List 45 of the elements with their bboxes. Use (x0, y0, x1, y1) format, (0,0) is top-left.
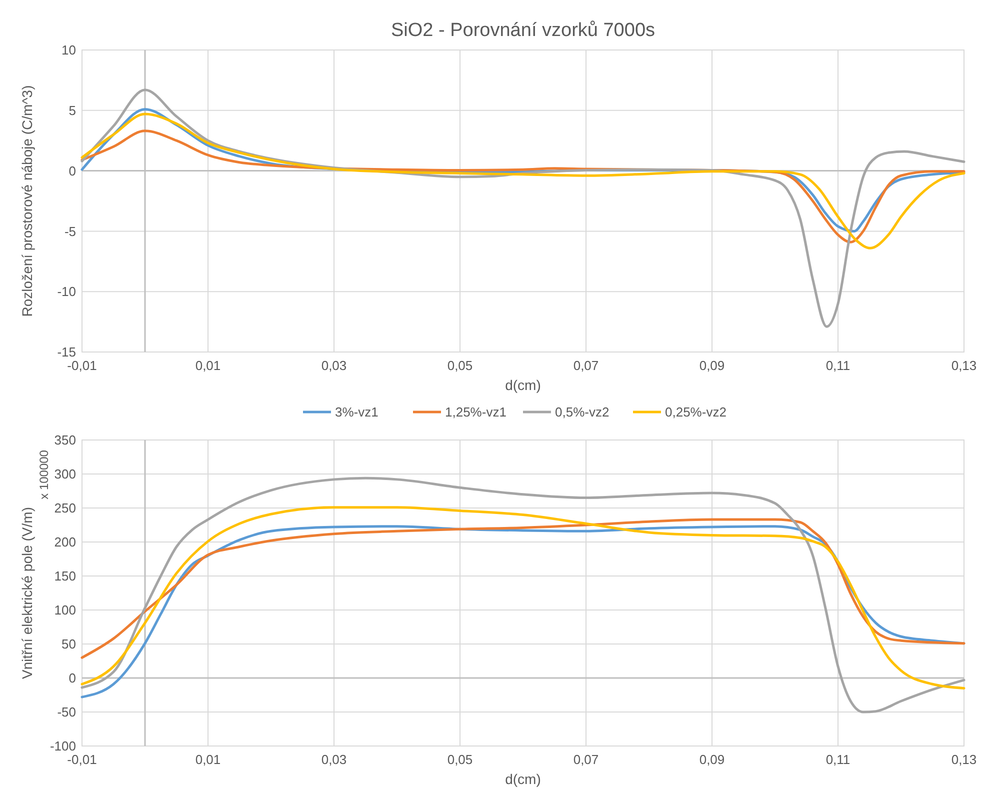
y-tick-label: 350 (54, 432, 76, 448)
y-tick-label: -5 (64, 224, 76, 239)
y-tick-label: 0 (68, 670, 76, 686)
x-tick-label: 0,09 (699, 752, 725, 767)
y-tick-label: 50 (62, 636, 76, 652)
y-tick-label: 5 (68, 102, 76, 118)
x-tick-label: 0,01 (195, 752, 221, 767)
x-tick-label: 0,07 (573, 752, 599, 767)
x-tick-label: 0,03 (321, 752, 347, 767)
text: x 100000 (37, 450, 51, 500)
x-tick-label: 0,01 (195, 358, 221, 373)
line-series (80, 112, 966, 250)
y-axis-title: Vnitřní elektrické pole (V/m) (19, 507, 35, 679)
x-tick-label: 0,07 (573, 358, 599, 373)
x-tick-label: 0,03 (321, 358, 347, 373)
y-tick-label: 300 (54, 466, 76, 482)
y-tick-label: -50 (57, 704, 76, 720)
x-tick-label: 0,05 (447, 752, 473, 767)
legend-label: 0,25%-vz2 (665, 404, 726, 420)
line-series (80, 476, 966, 714)
x-tick-label: 0,13 (951, 752, 977, 767)
y-tick-label: 100 (54, 602, 76, 618)
y-tick-label: 200 (54, 534, 76, 550)
y-axis-title: Rozložení prostorové náboje (C/m^3) (19, 85, 35, 317)
y-tick-label: -15 (57, 344, 76, 360)
x-tick-label: -0,01 (67, 358, 97, 373)
x-tick-label: -0,01 (67, 752, 97, 767)
line-series (80, 518, 966, 659)
y-tick-label: -10 (57, 284, 76, 300)
x-tick-label: 0,11 (826, 358, 850, 373)
x-axis-title: d(cm) (505, 771, 541, 787)
x-tick-label: 0,05 (447, 358, 473, 373)
x-tick-label: 0,13 (951, 358, 977, 373)
legend-label: 3%-vz1 (335, 404, 378, 420)
y-tick-label: 250 (54, 500, 76, 516)
x-tick-label: 0,11 (826, 752, 850, 767)
y-tick-label: 150 (54, 568, 76, 584)
legend-label: 0,5%-vz2 (555, 404, 610, 420)
chart-title: SiO2 - Porovnání vzorků 7000s (390, 20, 656, 41)
y-tick-label: 0 (68, 163, 76, 178)
legend-label: 1,25%-vz1 (445, 404, 506, 420)
x-axis-title: d(cm) (505, 377, 541, 393)
y-tick-label: -100 (50, 738, 76, 754)
x-tick-label: 0,09 (699, 358, 725, 373)
y-tick-label: 10 (62, 42, 76, 58)
